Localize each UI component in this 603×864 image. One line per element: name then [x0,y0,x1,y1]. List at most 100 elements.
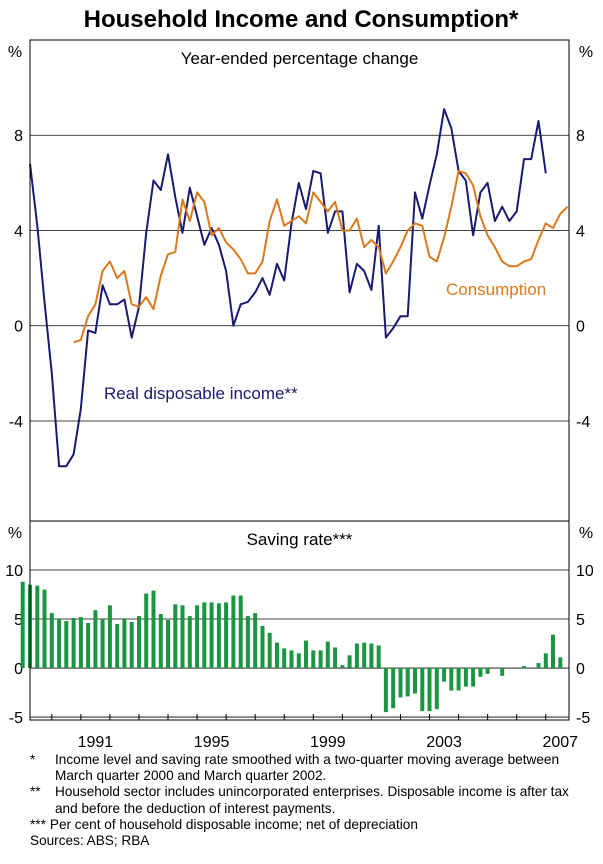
sources-text: Sources: ABS; RBA [30,833,150,849]
y-tick-label-right: 4 [576,223,585,240]
x-tick-label: 2003 [426,734,462,751]
saving-rate-bar [543,653,548,668]
footnote-2: ** Household sector includes unincorpora… [30,784,590,816]
footnote-1: * Income level and saving rate smoothed … [30,752,590,784]
saving-rate-bar [398,668,403,698]
saving-rate-bar [42,589,47,668]
saving-rate-bar [463,668,468,687]
sources: Sources: ABS; RBA [30,833,590,849]
saving-rate-bar [195,605,200,668]
saving-rate-bar [369,643,374,668]
footnote-text: Household sector includes unincorporated… [55,784,569,816]
saving-rate-bar [296,653,301,668]
saving-rate-bar [93,610,98,668]
saving-rate-bar [78,617,83,669]
y-tick-label-right: 10 [576,563,594,580]
real-disposable-income-label: Real disposable income** [104,384,298,403]
saving-rate-bar [231,595,236,668]
saving-rate-bar [180,605,185,668]
y-tick-label-right: 0 [576,661,585,678]
saving-rate-bar [282,648,287,668]
saving-rate-bar [122,619,127,668]
saving-rate-bar [289,650,294,668]
saving-rate-bar [238,595,243,668]
saving-rate-bar [129,622,134,669]
real-disposable-income-line [29,108,547,468]
saving-rate-bar [325,641,330,669]
saving-rate-bar [304,640,308,668]
saving-rate-bar [456,668,461,691]
x-tick-label: 1999 [310,734,346,751]
footnote-mark: * [30,752,36,767]
y-tick-label-left: 0 [14,661,23,678]
footnote-text: Per cent of household disposable income;… [49,816,418,832]
chart-title: Household Income and Consumption* [84,6,519,33]
saving-rate-bar [216,603,221,668]
saving-rate-bar [71,618,76,668]
saving-rate-bar [137,616,141,669]
x-tick-label: 2007 [542,734,578,751]
saving-rate-bar [536,663,541,668]
saving-rate-bar [202,602,207,669]
saving-rate-bar [354,643,359,668]
y-tick-label-left: 8 [14,128,23,145]
y-tick-label-left: -5 [9,710,23,727]
saving-rate-bar [57,619,62,668]
saving-rate-bar [100,619,105,668]
y-unit-right: % [579,525,593,542]
saving-rate-bar [420,668,425,712]
y-tick-label-left: 10 [5,563,23,580]
saving-rate-bar [311,650,316,668]
footnote-text: Income level and saving rate smoothed wi… [55,752,560,784]
footnote-3: *** Per cent of household disposable inc… [30,817,590,833]
y-unit-left: % [8,525,22,542]
saving-rate-bar [478,668,483,677]
footnote-mark: *** [30,816,46,832]
saving-rate-bar [86,623,91,669]
saving-rate-bar [522,666,526,669]
saving-rate-bar [340,665,345,668]
saving-rate-bar [434,668,439,710]
saving-rate-bar [427,668,432,712]
saving-rate-bar [35,585,40,668]
top-panel: 8 8 4 4 0 0 -4 -4% % Year-ended percentage change… [8,39,593,522]
saving-rate-bar [115,623,120,668]
footnotes: * Income level and saving rate smoothed … [30,752,590,849]
y-unit-right: % [579,44,593,61]
saving-rate-bar [267,632,272,669]
saving-rate-bar [275,642,279,669]
saving-rate-bar [362,642,367,669]
saving-rate-bar [209,602,214,669]
bottom-panel: 10 10 5 5 0 0 -5 -5% % Saving rate*** [5,520,594,727]
saving-rate-bar [500,668,505,676]
y-tick-label-left: 5 [14,612,23,629]
saving-rate-bar [318,650,323,668]
y-tick-label-left: 0 [14,319,23,336]
saving-rate-bar [376,645,381,668]
saving-rate-bar [485,668,490,674]
saving-rate-bar [107,605,112,668]
saving-rate-bar [224,602,229,669]
saving-rate-bar [558,657,563,669]
y-tick-label-left: 4 [14,223,23,240]
saving-rate-bar [158,614,163,668]
saving-rate-bar [413,668,417,694]
saving-rate-bar [253,613,258,668]
y-tick-label-right: -4 [576,414,590,431]
saving-rate-bar [347,655,352,668]
saving-rate-bar [405,668,410,697]
saving-rate-bar [260,625,265,669]
saving-rate-bar [187,616,192,669]
panel-subtitle: Saving rate*** [247,530,353,549]
saving-rate-bar [449,668,454,691]
saving-rate-bar [471,668,476,687]
y-tick-label-right: -5 [576,710,590,727]
footnote-mark: ** [30,784,41,800]
y-tick-label-left: -4 [9,414,23,431]
saving-rate-bar [144,593,149,668]
saving-rate-bar [442,668,447,682]
y-tick-label-right: 8 [576,128,585,145]
saving-rate-bar [391,668,396,709]
consumption-line [73,170,569,344]
panel-subtitle: Year-ended percentage change [181,49,419,68]
